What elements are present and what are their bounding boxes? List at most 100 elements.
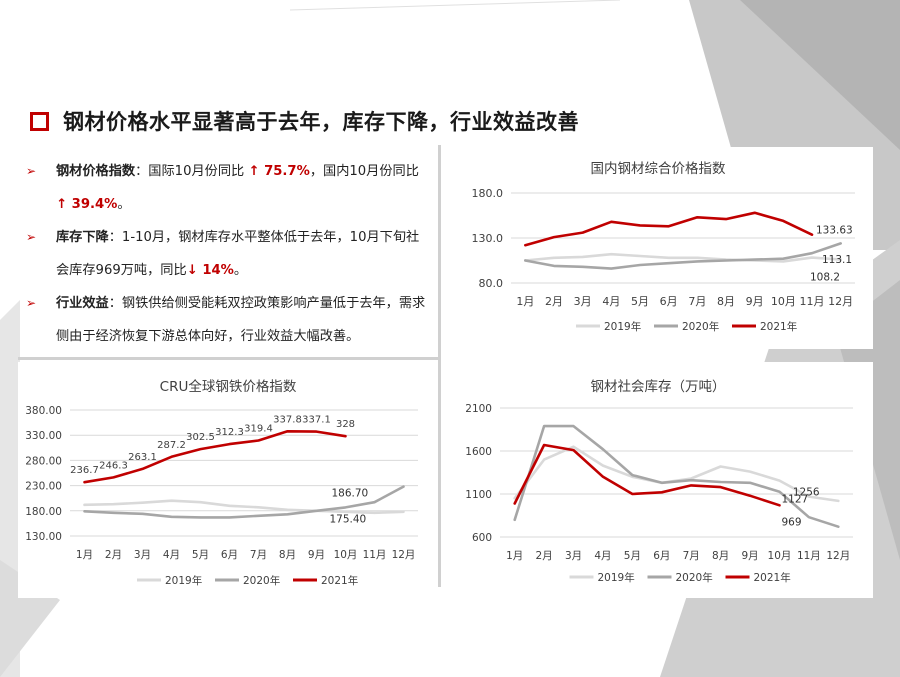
chart-domestic-price: 80.0 130.0 180.0 1月 2月 3月 4月 5月 6月 7月 8月 9月 10月 11月 12… (472, 187, 855, 333)
data-label: 263.1 (128, 452, 157, 463)
annotation-label: 175.40 (330, 513, 367, 525)
x-tick-label: 11月 (797, 550, 821, 562)
data-label: 312.3 (215, 427, 244, 438)
bullet-highlight: ↑ 75.7% (248, 164, 310, 179)
legend-label: 2020年 (676, 571, 713, 584)
bullet-list: ➢ 钢材价格指数：国际10月份同比 ↑ 75.7%，国内10月份同比 ↑ 39.4… (22, 155, 427, 353)
bullet-highlight: ↑ 39.4% (56, 197, 118, 212)
x-tick-label: 6月 (221, 549, 238, 561)
bullet-profit: ➢ 行业效益：钢铁供给侧受能耗双控政策影响产量低于去年，需求侧由于经济恢复下游总… (22, 287, 427, 353)
annotation-label: 108.2 (810, 272, 840, 284)
series-line-2020年 (524, 242, 843, 270)
arrow-bullet-icon: ➢ (26, 230, 37, 244)
x-tick-label: 5月 (631, 295, 649, 308)
annotation-label: 969 (781, 516, 801, 528)
y-tick-label: 180.00 (25, 506, 62, 518)
legend-label: 2019年 (165, 574, 202, 587)
x-tick-label: 7月 (683, 550, 700, 562)
x-tick-label: 8月 (279, 549, 296, 561)
y-tick-label: 1100 (465, 489, 492, 501)
page-title-row: 钢材价格水平显著高于去年，库存下降，行业效益改善 (30, 104, 579, 138)
x-tick-label: 12月 (826, 550, 850, 562)
x-tick-label: 10月 (334, 549, 358, 561)
x-tick-label: 8月 (712, 550, 729, 562)
bullet-text: 。 (233, 263, 248, 278)
x-tick-label: 5月 (192, 549, 209, 561)
x-tick-label: 7月 (250, 549, 267, 561)
y-tick-label: 2100 (465, 403, 492, 415)
bullet-highlight: ↓ 14% (186, 263, 234, 278)
chart-title: 国内钢材综合价格指数 (590, 161, 726, 177)
y-tick-label: 330.00 (25, 430, 62, 442)
chart-panel-domestic-price: 国内钢材综合价格指数 80.0 130.0 180.0 1月 2月 3月 4月 5月 6月 7月 8… (443, 147, 873, 349)
bullet-label: 库存下降 (56, 230, 109, 245)
x-tick-label: 4月 (594, 550, 611, 562)
y-tick-label: 1600 (465, 446, 492, 458)
bullet-text: ：1-10月，钢材库存水平整体低于去年，10月下旬社会库存969万吨，同比 (56, 230, 420, 278)
x-tick-label: 9月 (308, 549, 325, 561)
series-line-2020年 (83, 485, 405, 519)
bullet-label: 行业效益 (56, 296, 109, 311)
annotation-label: 133.63 (816, 225, 853, 237)
series-line-2020年 (513, 424, 840, 528)
legend-label: 2020年 (682, 320, 719, 333)
arrow-bullet-icon: ➢ (26, 296, 37, 310)
data-label: 246.3 (99, 460, 128, 471)
legend-label: 2019年 (598, 571, 635, 584)
bullet-label: 钢材价格指数 (56, 164, 136, 179)
bullet-text: 。 (117, 197, 131, 212)
series-line-2021年 (524, 211, 814, 247)
vertical-divider (438, 145, 441, 587)
x-tick-label: 1月 (516, 295, 534, 308)
data-label: 337.8 (273, 414, 302, 425)
chart-panel-cru-index: CRU全球钢铁价格指数 130.00 180.00 230.00 280.00 330.… (18, 362, 436, 598)
x-tick-label: 6月 (660, 295, 678, 308)
x-tick-label: 3月 (565, 550, 582, 562)
series-line-2019年 (83, 499, 405, 515)
data-label: 337.1 (302, 415, 331, 426)
annotation-label: 1127 (781, 494, 808, 506)
chart-title: 钢材社会库存（万吨） (590, 379, 726, 395)
chart-title: CRU全球钢铁价格指数 (159, 379, 297, 395)
chart-cru-index: 130.00 180.00 230.00 280.00 330.00 380.00 1月 2月… (25, 405, 418, 587)
x-tick-label: 9月 (741, 550, 758, 562)
chart-panel-social-inventory: 钢材社会库存（万吨） 600 1100 1600 2100 1月 2月 3月 4月 5月 6月 7月… (443, 362, 873, 598)
legend-label: 2020年 (243, 574, 280, 587)
series-line-2021年 (83, 430, 347, 484)
y-tick-label: 180.0 (472, 187, 504, 200)
bullet-text: ，国内10月份同比 (309, 164, 419, 179)
x-tick-label: 2月 (545, 295, 563, 308)
annotation-label: 1256 (793, 487, 820, 499)
x-tick-label: 12月 (392, 549, 416, 561)
x-tick-label: 2月 (536, 550, 553, 562)
x-tick-label: 3月 (574, 295, 592, 308)
data-label: 236.7 (70, 465, 99, 476)
page-title: 钢材价格水平显著高于去年，库存下降，行业效益改善 (63, 110, 579, 134)
x-tick-label: 12月 (828, 295, 853, 308)
series-line-2021年 (513, 443, 781, 507)
x-tick-label: 4月 (602, 295, 620, 308)
arrow-bullet-icon: ➢ (26, 164, 37, 178)
annotation-label: 113.1 (822, 254, 852, 266)
x-tick-label: 9月 (746, 295, 764, 308)
legend-label: 2021年 (754, 571, 791, 584)
x-tick-label: 7月 (688, 295, 706, 308)
y-tick-label: 380.00 (25, 405, 62, 417)
y-tick-label: 80.0 (479, 277, 504, 290)
x-tick-label: 3月 (134, 549, 151, 561)
x-tick-label: 11月 (800, 295, 825, 308)
data-label: 328 (336, 419, 355, 430)
x-tick-label: 6月 (653, 550, 670, 562)
horizontal-divider (18, 357, 438, 360)
bullet-text: ：国际10月份同比 (135, 164, 245, 179)
legend-label: 2019年 (604, 320, 641, 333)
x-tick-label: 10月 (768, 550, 792, 562)
series-line-2019年 (524, 252, 843, 263)
data-label: 319.4 (244, 424, 273, 435)
y-tick-label: 130.0 (472, 232, 504, 245)
bullet-price-index: ➢ 钢材价格指数：国际10月份同比 ↑ 75.7%，国内10月份同比 ↑ 39.4… (22, 155, 427, 221)
x-tick-label: 10月 (771, 295, 796, 308)
data-label: 287.2 (157, 440, 186, 451)
data-label: 302.5 (186, 432, 215, 443)
x-tick-label: 5月 (624, 550, 641, 562)
